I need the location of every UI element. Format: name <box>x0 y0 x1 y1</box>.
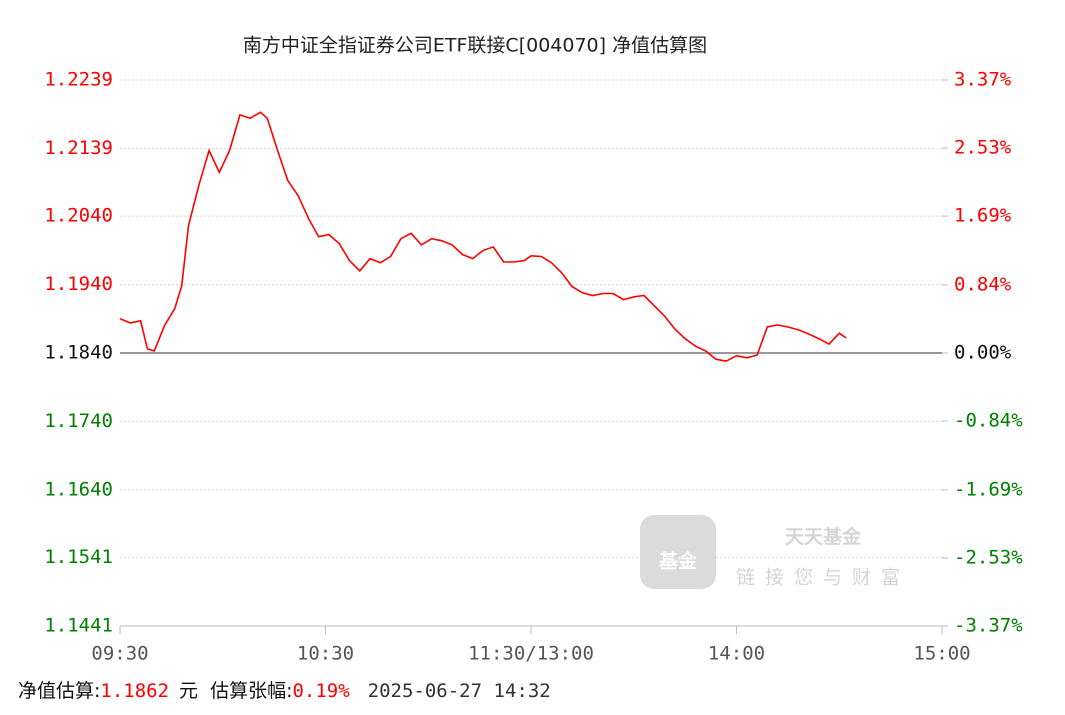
x-tick-label: 15:00 <box>913 643 970 665</box>
footer-label: 估算张幅: <box>210 680 292 702</box>
chart-title: 南方中证全指证券公司ETF联接C[004070] 净值估算图 <box>243 35 707 57</box>
y2-tick-label: -1.69% <box>954 478 1023 500</box>
y2-tick-label: 1.69% <box>954 205 1012 227</box>
y-tick-label: 1.1840 <box>44 342 113 364</box>
watermark-brand: 天天基金 <box>785 525 862 548</box>
footer-label: 净值估算: <box>18 680 100 702</box>
watermark-slogan: 链接您与财富 <box>736 567 910 589</box>
y2-tick-label: 0.84% <box>954 273 1012 295</box>
x-tick-label: 09:30 <box>91 643 148 665</box>
y2-tick-label: -2.53% <box>954 546 1023 568</box>
footer-nav: 1.1862 <box>100 680 169 702</box>
watermark-icon <box>640 515 716 589</box>
y2-tick-label: 2.53% <box>954 137 1012 159</box>
footer-time: 2025-06-27 14:32 <box>368 680 551 702</box>
watermark-icon-text: 基金 <box>658 550 698 573</box>
y2-tick-label: -3.37% <box>954 615 1023 637</box>
y-tick-label: 1.2239 <box>44 69 113 91</box>
footer: 净值估算:1.1862 元估算张幅:0.19% 2025-06-27 14:32 <box>18 680 551 702</box>
x-tick-label: 10:30 <box>297 643 354 665</box>
x-tick-label: 11:30/13:00 <box>468 643 594 665</box>
y2-tick-label: 3.37% <box>954 69 1012 91</box>
footer-unit: 元 <box>179 680 198 702</box>
y-tick-label: 1.1940 <box>44 273 113 295</box>
y-tick-label: 1.2139 <box>44 137 113 159</box>
y2-tick-label: 0.00% <box>954 342 1012 364</box>
y2-tick-label: -0.84% <box>954 410 1023 432</box>
y-tick-label: 1.1441 <box>44 615 113 637</box>
y-tick-label: 1.1541 <box>44 546 113 568</box>
footer-change: 0.19% <box>292 680 350 702</box>
y-tick-label: 1.1740 <box>44 410 113 432</box>
y-tick-label: 1.1640 <box>44 478 113 500</box>
watermark: 基金 天天基金 链接您与财富 <box>640 515 910 589</box>
y-tick-label: 1.2040 <box>44 205 113 227</box>
x-tick-label: 14:00 <box>708 643 765 665</box>
nav-line <box>119 111 847 363</box>
